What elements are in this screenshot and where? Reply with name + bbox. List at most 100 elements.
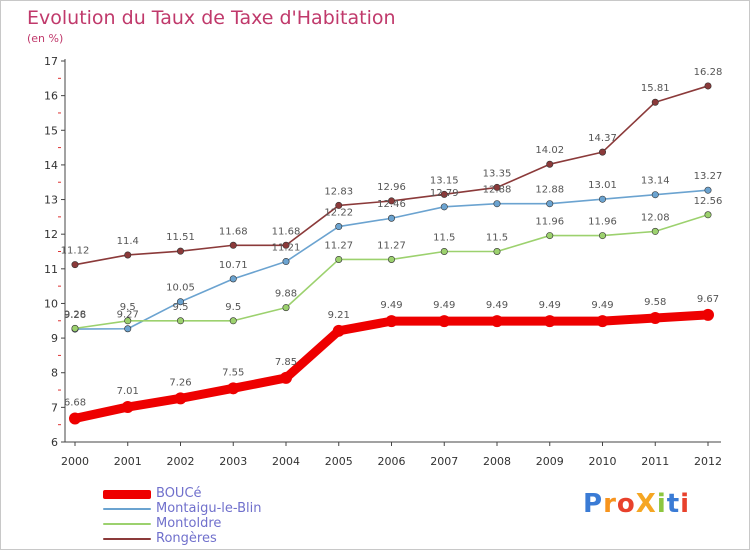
data-point — [124, 251, 132, 259]
legend-swatch — [103, 490, 151, 499]
data-point — [440, 248, 448, 256]
logo-letter: r — [603, 489, 617, 519]
legend-swatch — [103, 508, 151, 510]
legend-label: Montaigu-le-Blin — [156, 501, 262, 516]
data-label: 15.81 — [641, 83, 670, 94]
data-point — [124, 317, 132, 325]
x-tick-label: 2011 — [641, 455, 669, 468]
data-label: 9.28 — [64, 309, 86, 320]
data-point — [229, 317, 237, 325]
data-label: 9.58 — [644, 297, 666, 308]
data-label: 14.02 — [535, 145, 564, 156]
logo-letter: i — [656, 489, 667, 519]
data-point — [598, 232, 606, 240]
data-label: 9.27 — [117, 310, 139, 321]
data-point — [335, 223, 343, 231]
data-point — [546, 160, 554, 168]
data-label: 11.96 — [535, 217, 564, 228]
y-tick-label: 16 — [44, 90, 58, 103]
data-label: 11.5 — [486, 233, 508, 244]
chart-subtitle: (en %) — [27, 32, 64, 45]
data-label: 9.5 — [225, 302, 241, 313]
data-point — [121, 401, 134, 414]
data-label: 9.88 — [275, 289, 297, 300]
y-tick-label: 10 — [44, 297, 58, 310]
data-point — [280, 371, 292, 384]
data-point — [177, 298, 185, 306]
y-tick-label: 6 — [51, 436, 58, 449]
data-label: 12.79 — [430, 188, 459, 199]
x-tick-label: 2005 — [325, 455, 353, 468]
data-label: 11.96 — [588, 217, 617, 228]
data-label: 12.08 — [641, 212, 670, 223]
x-tick-label: 2010 — [589, 455, 617, 468]
y-tick-label: 11 — [44, 263, 58, 276]
legend-swatch — [103, 523, 151, 525]
data-label: 9.5 — [173, 302, 189, 313]
data-point — [546, 200, 554, 208]
data-label: 13.35 — [483, 168, 512, 179]
data-point — [282, 304, 290, 312]
data-point — [702, 308, 714, 321]
data-label: 9.49 — [433, 300, 455, 311]
data-label: 11.68 — [272, 226, 301, 237]
legend-label: BOUCé — [156, 486, 202, 501]
data-point — [543, 315, 556, 328]
data-point — [493, 248, 501, 256]
data-point — [387, 214, 395, 222]
data-point — [704, 186, 712, 194]
data-point — [177, 247, 185, 255]
data-label: 11.5 — [433, 233, 455, 244]
data-label: 11.51 — [166, 232, 195, 243]
data-label: 11.12 — [61, 246, 90, 257]
x-tick-label: 2002 — [167, 455, 195, 468]
data-label: 6.68 — [64, 397, 86, 408]
data-label: 12.22 — [324, 208, 353, 219]
data-label: 16.28 — [694, 67, 723, 78]
data-point — [649, 312, 662, 325]
data-labels: 11.12 11.4 11.51 11.68 11.68 12.83 12.96 13.15 1… — [61, 67, 723, 409]
data-label: 14.37 — [588, 133, 617, 144]
data-point — [174, 392, 187, 405]
data-label: 13.14 — [641, 176, 670, 187]
y-tick-label: 14 — [44, 159, 58, 172]
data-label: 12.88 — [483, 185, 512, 196]
data-point — [651, 191, 659, 199]
data-label: 9.26 — [64, 310, 86, 321]
data-point — [229, 275, 237, 283]
data-point — [282, 241, 290, 249]
logo-letter: o — [616, 489, 636, 519]
data-label: 9.21 — [328, 310, 350, 321]
y-tick-label: 13 — [44, 194, 58, 207]
y-tick-label: 17 — [44, 55, 58, 68]
data-point — [651, 98, 659, 106]
data-label: 7.26 — [169, 377, 191, 388]
data-label: 11.4 — [117, 236, 139, 247]
data-point — [385, 315, 398, 328]
data-point — [546, 232, 554, 240]
data-label: 7.01 — [117, 386, 139, 397]
data-label: 9.49 — [486, 300, 508, 311]
data-point — [493, 200, 501, 208]
y-tick-label: 9 — [51, 332, 58, 345]
data-label: 11.68 — [219, 226, 248, 237]
y-tick-label: 12 — [44, 228, 58, 241]
data-point — [493, 183, 501, 191]
data-point — [598, 195, 606, 203]
data-label: 11.27 — [324, 240, 353, 251]
data-point — [440, 203, 448, 211]
series-layer — [69, 82, 714, 425]
data-label: 7.55 — [222, 367, 244, 378]
data-point — [704, 82, 712, 90]
x-tick-label: 2000 — [61, 455, 89, 468]
x-tick-label: 2012 — [694, 455, 722, 468]
series-line-boucé — [70, 310, 713, 423]
y-tick-label: 8 — [51, 367, 58, 380]
data-label: 12.88 — [535, 185, 564, 196]
y-tick-label: 7 — [51, 401, 58, 414]
data-point — [335, 201, 343, 209]
x-tick-label: 2003 — [219, 455, 247, 468]
data-label: 7.85 — [275, 357, 297, 368]
data-label: 12.46 — [377, 199, 406, 210]
